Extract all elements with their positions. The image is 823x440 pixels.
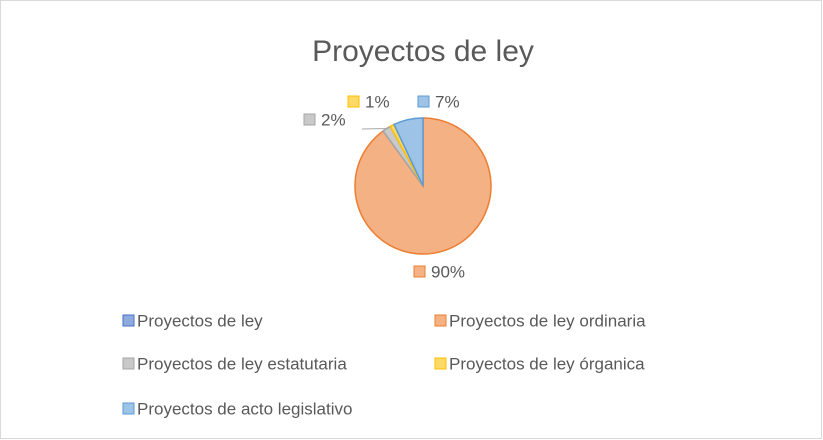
legend-marker [122, 402, 135, 415]
data-label: 90% [431, 262, 465, 281]
label-marker [417, 95, 430, 108]
legend-label: Proyectos de ley estatutaria [137, 354, 347, 373]
label-marker [303, 113, 316, 126]
legend-label: Proyectos de ley [137, 311, 263, 330]
label-marker [413, 265, 426, 278]
data-label: 1% [365, 92, 390, 111]
pie-slice [393, 117, 424, 187]
legend-label: Proyectos de acto legislativo [137, 399, 352, 418]
legend-marker [122, 314, 135, 327]
data-label: 2% [321, 110, 346, 129]
chart-title: Proyectos de ley [312, 35, 534, 68]
legend-label: Proyectos de ley órganica [449, 354, 645, 373]
data-label: 7% [435, 92, 460, 111]
legend-marker [122, 357, 135, 370]
legend-label: Proyectos de ley ordinaria [449, 311, 646, 330]
legend-marker [434, 314, 447, 327]
legend-marker [434, 357, 447, 370]
label-marker [347, 95, 360, 108]
